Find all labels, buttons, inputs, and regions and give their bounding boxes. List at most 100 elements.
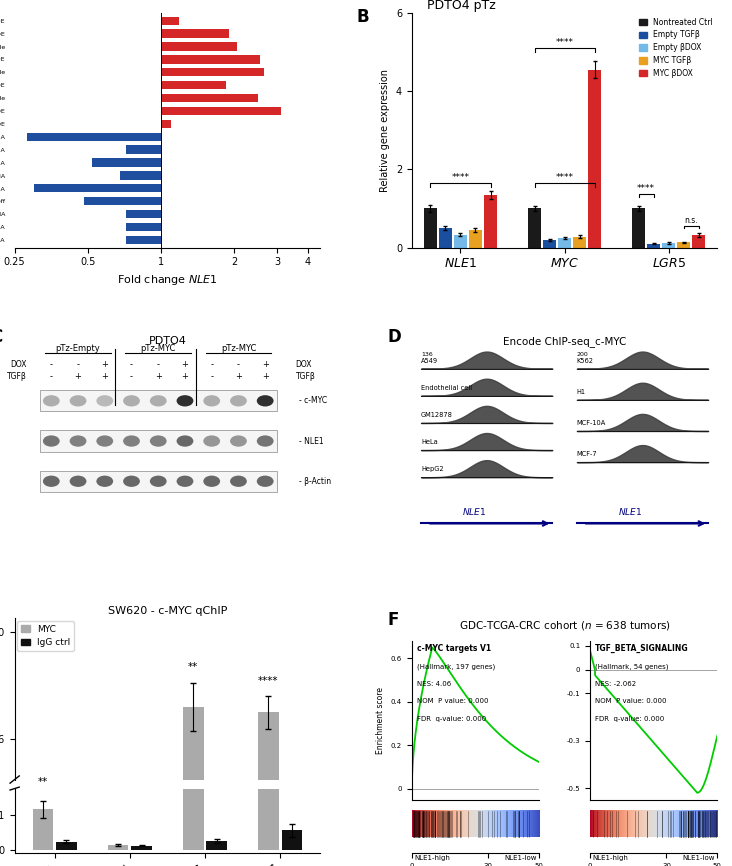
Bar [161,94,258,102]
Ellipse shape [43,475,60,487]
Bar [469,230,482,248]
Ellipse shape [203,436,220,447]
Ellipse shape [123,475,140,487]
Bar [632,209,646,248]
Text: (Hallmark, 54 genes): (Hallmark, 54 genes) [595,663,668,669]
Bar [454,235,467,248]
Text: -: - [50,360,53,369]
Ellipse shape [176,395,193,406]
Text: D: D [387,328,401,346]
Bar [558,238,571,248]
Text: +: + [182,372,188,381]
Bar [161,81,226,89]
Text: +: + [235,372,242,381]
Bar [528,209,541,248]
Bar [108,845,128,850]
Text: pTz-Empty: pTz-Empty [56,344,100,352]
Text: ****: **** [258,675,279,686]
Ellipse shape [150,475,167,487]
Text: PDTO4: PDTO4 [149,337,187,346]
Bar [588,69,601,248]
Text: NES: 4.06: NES: 4.06 [417,681,451,687]
Bar [161,55,260,63]
Bar [92,158,161,166]
Y-axis label: Relative gene expression: Relative gene expression [381,68,390,191]
Bar [183,598,203,850]
Text: +: + [154,372,162,381]
Ellipse shape [230,475,247,487]
Text: -: - [130,372,133,381]
Bar [161,16,179,25]
Text: - NLE1: - NLE1 [299,436,324,445]
Text: B: B [356,9,370,26]
Ellipse shape [150,395,167,406]
Legend: MYC, IgG ctrl: MYC, IgG ctrl [18,621,74,651]
Text: A549: A549 [421,358,438,364]
Bar [34,184,161,192]
Bar [127,236,161,244]
Text: 136: 136 [421,352,433,357]
Text: H1: H1 [577,389,586,395]
Ellipse shape [70,475,86,487]
Ellipse shape [123,395,140,406]
Bar [161,107,281,115]
Bar [161,29,229,38]
Ellipse shape [43,395,60,406]
Text: $\it{NLE1}$: $\it{NLE1}$ [618,507,643,518]
Bar [40,471,277,492]
Ellipse shape [176,475,193,487]
Bar [424,209,437,248]
Bar [438,228,452,248]
Text: c-MYC targets V1: c-MYC targets V1 [417,644,491,653]
Ellipse shape [230,395,247,406]
Bar [484,195,497,248]
Ellipse shape [257,395,274,406]
Text: -: - [77,360,80,369]
Text: NES: -2.062: NES: -2.062 [595,681,636,687]
Bar [131,846,152,850]
Bar [662,242,676,248]
Bar [120,171,161,179]
Ellipse shape [43,436,60,447]
Bar [258,713,279,866]
Bar [692,235,706,248]
Text: HepG2: HepG2 [421,466,444,472]
Bar [161,68,264,76]
Text: MCF-10A: MCF-10A [577,420,606,426]
Bar [56,842,77,850]
Text: MCF-7: MCF-7 [577,451,597,457]
Text: pTz-MYC: pTz-MYC [141,344,176,352]
Text: -: - [210,372,213,381]
Text: Encode ChIP-seq_c-MYC: Encode ChIP-seq_c-MYC [503,337,627,347]
Ellipse shape [150,436,167,447]
Text: pTz-MYC: pTz-MYC [221,344,256,352]
Text: +: + [75,372,81,381]
Text: TGF_BETA_SIGNALING: TGF_BETA_SIGNALING [595,644,689,654]
Text: NLE1-low: NLE1-low [504,856,537,861]
Ellipse shape [97,436,113,447]
Bar [40,391,277,411]
Text: GDC-TCGA-CRC cohort ($\it{n}$ = 638 tumors): GDC-TCGA-CRC cohort ($\it{n}$ = 638 tumo… [459,619,671,632]
Ellipse shape [257,475,274,487]
Text: F: F [387,611,399,630]
Text: +: + [262,360,269,369]
Text: K562: K562 [577,358,594,364]
Bar [206,841,227,850]
Bar [161,42,237,51]
Bar [26,132,161,141]
Text: GM12878: GM12878 [421,412,453,418]
Text: **: ** [38,777,48,787]
Text: +: + [101,372,108,381]
Bar [127,223,161,231]
Y-axis label: Enrichment score: Enrichment score [376,687,385,754]
Bar [183,707,203,866]
Bar [677,242,690,248]
Text: -: - [210,360,213,369]
Bar [127,210,161,218]
Text: ****: **** [556,173,574,182]
Text: TGFβ: TGFβ [7,372,27,381]
Text: -: - [237,360,240,369]
Text: - β-Actin: - β-Actin [299,477,331,486]
Bar [40,430,277,451]
Ellipse shape [257,436,274,447]
